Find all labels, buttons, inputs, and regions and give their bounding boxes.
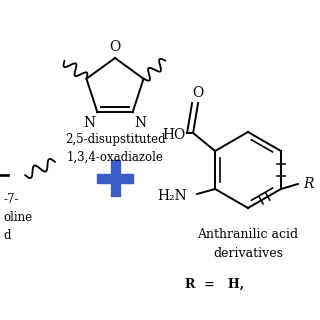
Text: O: O [109, 40, 121, 54]
Bar [97, 173, 133, 182]
Bar [110, 160, 119, 196]
Text: R  =   H,: R = H, [185, 278, 244, 291]
Text: HO: HO [162, 128, 185, 142]
Text: H₂N: H₂N [157, 189, 187, 203]
Text: N: N [135, 116, 147, 130]
Text: O: O [192, 86, 204, 100]
Text: N: N [83, 116, 95, 130]
Text: R: R [303, 177, 313, 191]
Text: 2,5-disupstituted
1,3,4-oxadiazole: 2,5-disupstituted 1,3,4-oxadiazole [65, 133, 165, 164]
Text: Anthranilic acid
derivatives: Anthranilic acid derivatives [197, 228, 299, 260]
Text: -7-
oline
d: -7- oline d [3, 193, 32, 242]
